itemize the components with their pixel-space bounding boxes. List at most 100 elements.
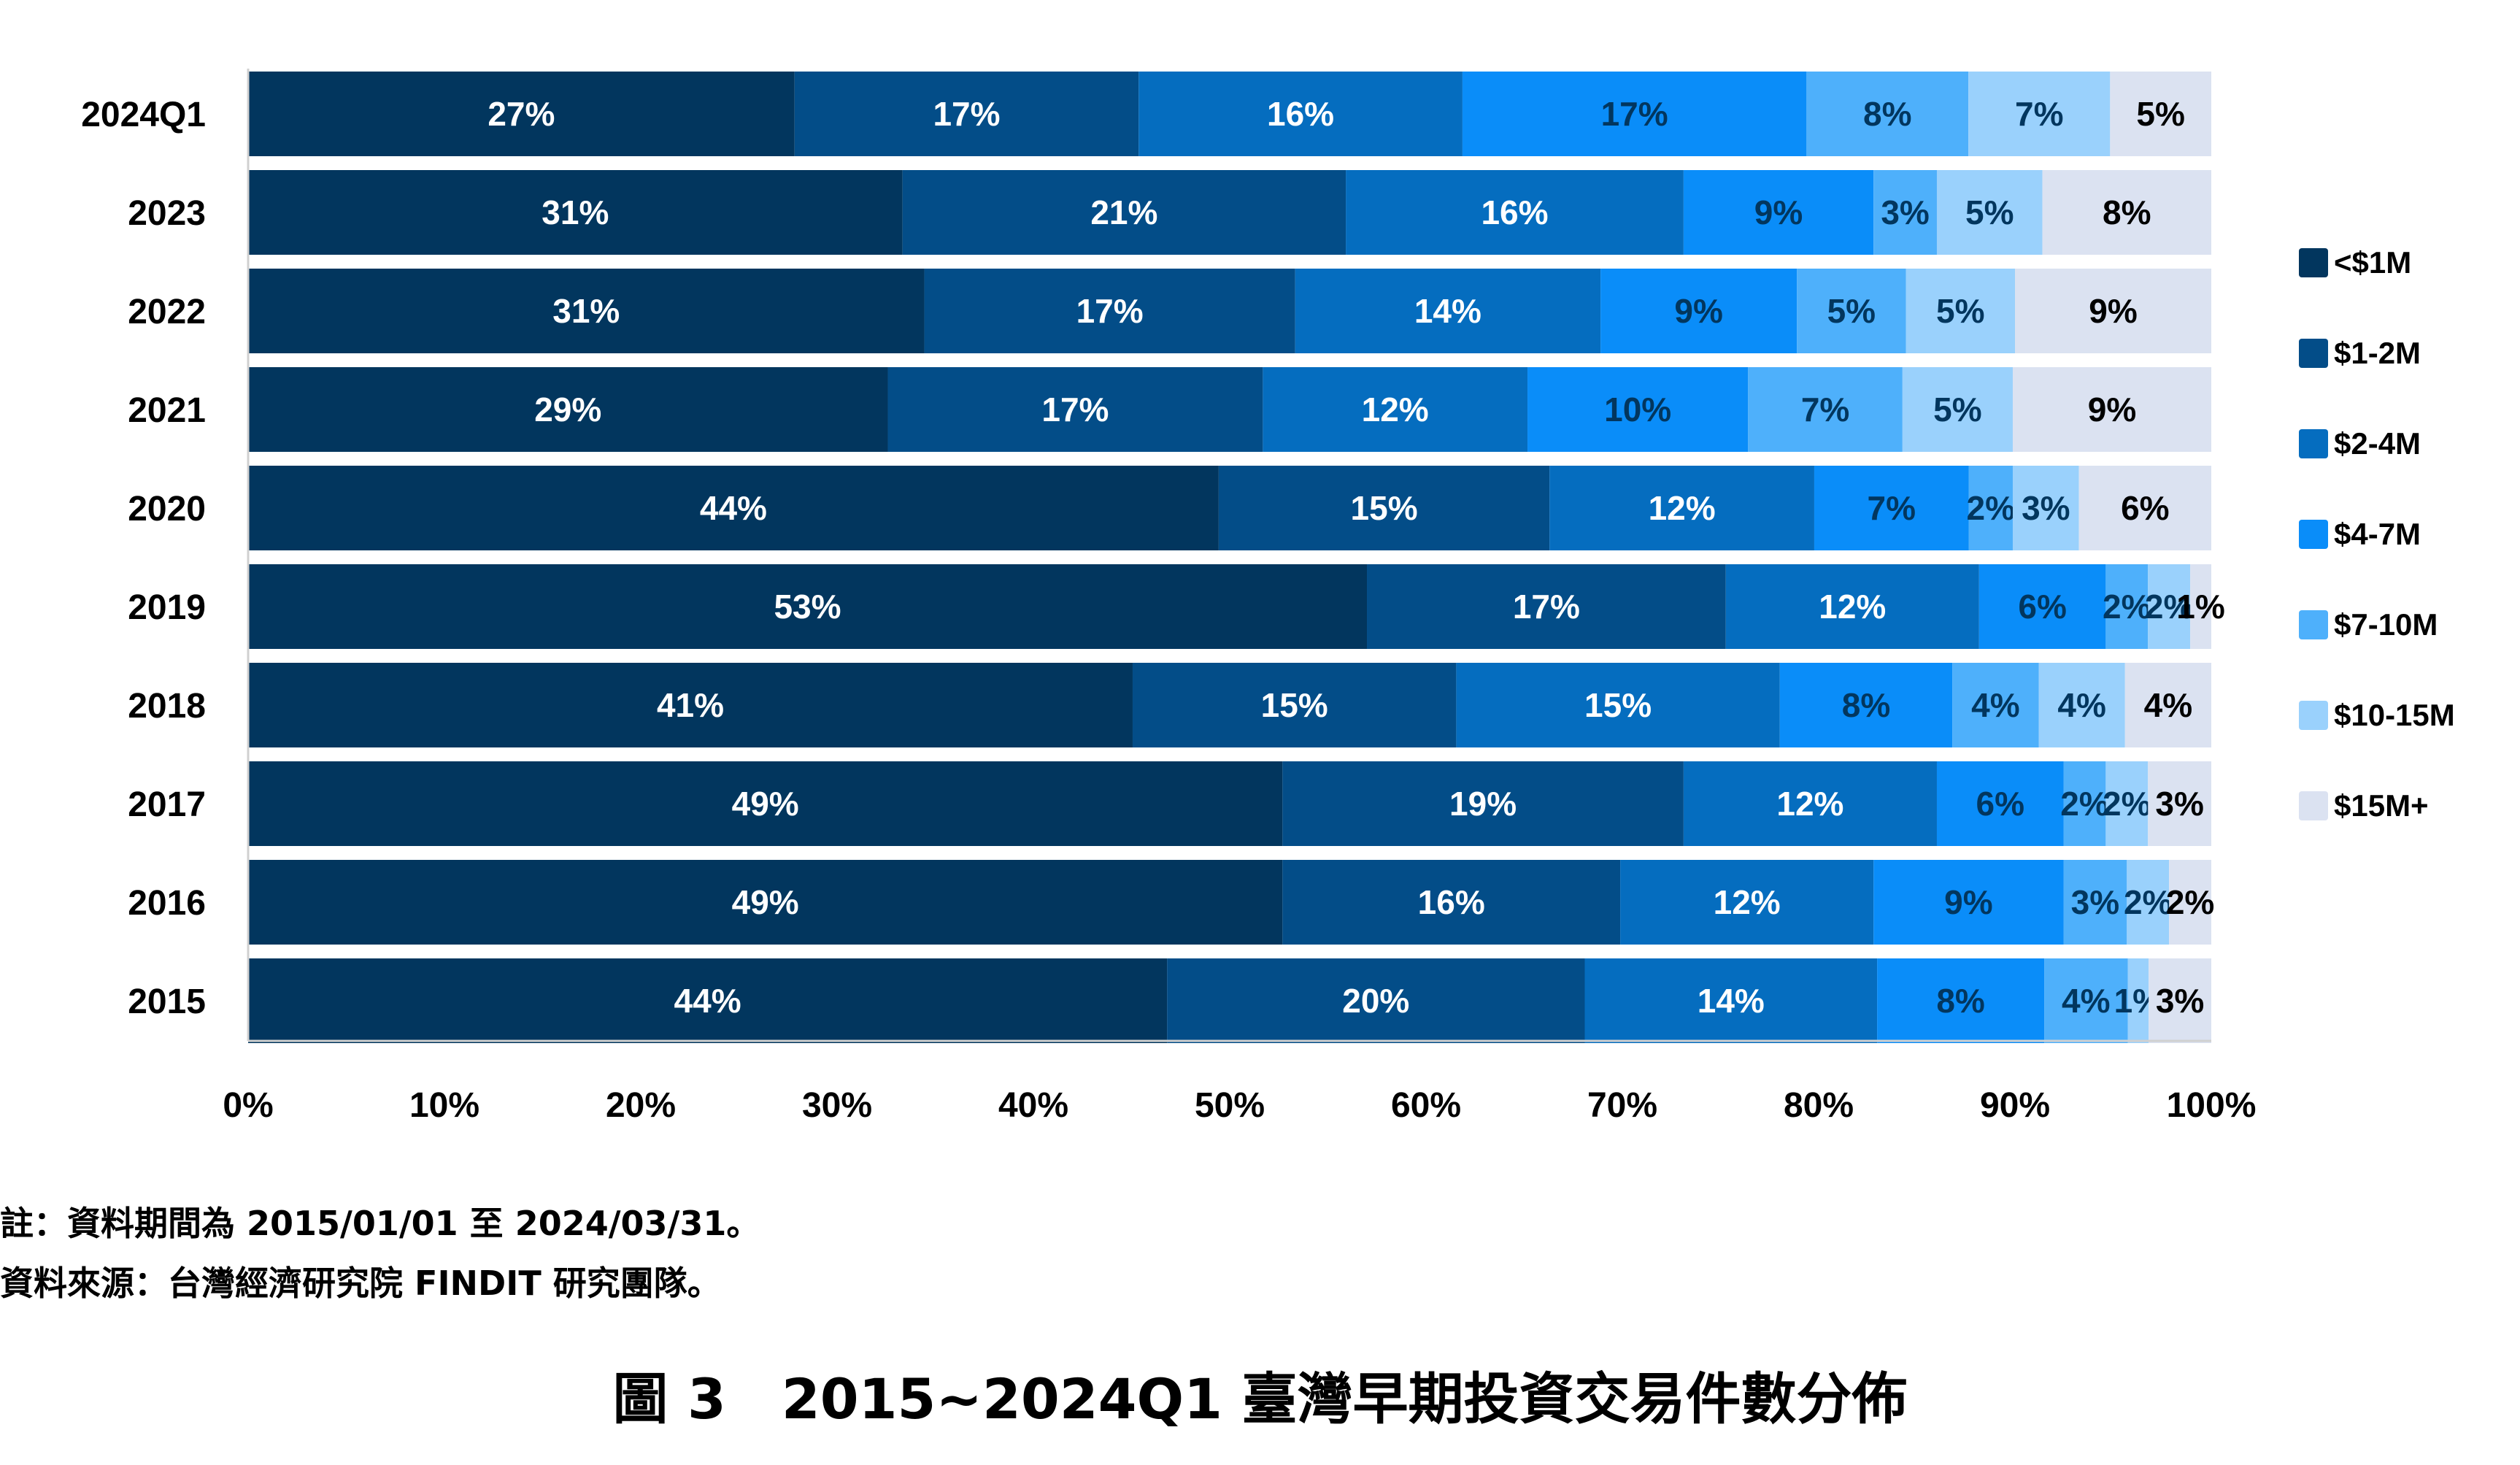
bar-segment: [1600, 269, 1797, 353]
bar-segment: [1725, 564, 1979, 649]
bar-segment: [248, 72, 795, 156]
bar-segment: [2110, 72, 2211, 156]
category-label: 2016: [128, 884, 206, 923]
bar-segment: [2063, 860, 2127, 945]
data-label: 17%: [933, 95, 1000, 133]
bar-segment: [2012, 466, 2079, 550]
data-label: 2%: [2060, 785, 2108, 823]
data-label: 9%: [1674, 292, 1722, 330]
bar-segment: [1462, 72, 1807, 156]
data-label: 17%: [1076, 292, 1144, 330]
x-tick-label: 90%: [1980, 1086, 2050, 1125]
data-label: 3%: [2022, 489, 2070, 527]
bar-segment: [248, 761, 1283, 846]
stacked-bar-chart: 27% 17% 16% 17% 8% 7% 5% 31% 21% 16% 9% 3% 5% 8% 31% 17…: [81, 69, 2455, 1125]
data-label: 5%: [1936, 292, 1984, 330]
data-label: 1%: [2176, 588, 2224, 626]
data-label: 17%: [1041, 391, 1109, 428]
data-label: 49%: [732, 785, 799, 823]
bar-segment: [1806, 72, 1969, 156]
data-label: 17%: [1601, 95, 1668, 133]
figure-caption: 圖 3 2015~2024Q1 臺灣早期投資交易件數分佈: [612, 1366, 1908, 1431]
bar-segment: [1779, 663, 1953, 747]
data-label: 49%: [732, 883, 799, 921]
data-label: 4%: [2062, 982, 2110, 1020]
data-label: 8%: [1936, 982, 1984, 1020]
bar-segment: [1132, 663, 1457, 747]
bar-segment: [1295, 269, 1601, 353]
bar-segment: [1584, 958, 1878, 1043]
data-label: 4%: [1971, 686, 2019, 724]
bar-segment: [1683, 170, 1874, 255]
data-label: 3%: [1881, 193, 1929, 231]
bar-segment: [248, 367, 888, 452]
bar-area: 27% 17% 16% 17% 8% 7% 5% 31% 21% 16% 9% 3% 5% 8% 31% 17…: [248, 72, 2225, 1043]
data-label: 3%: [2155, 785, 2203, 823]
x-tick-label: 50%: [1195, 1086, 1265, 1125]
category-label: 2024Q1: [81, 96, 206, 134]
x-tick-label: 70%: [1587, 1086, 1657, 1125]
data-label: 6%: [2121, 489, 2169, 527]
bar-segment: [1797, 269, 1906, 353]
bar-segment: [2012, 367, 2211, 452]
legend: <$1M $1-2M $2-4M $4-7M $7-10M $10-15M $15M+: [2299, 245, 2455, 823]
data-label: 8%: [1863, 95, 1911, 133]
data-label: 4%: [2144, 686, 2192, 724]
category-label: 2023: [128, 194, 206, 233]
data-label: 31%: [542, 193, 609, 231]
data-label: 14%: [1414, 292, 1481, 330]
legend-swatch: [2299, 701, 2328, 730]
data-label: 15%: [1584, 686, 1652, 724]
bar-segment: [1873, 860, 2064, 945]
bar-segment: [248, 466, 1219, 550]
bar-segment: [2169, 860, 2211, 945]
bar-segment: [2015, 269, 2211, 353]
bar-segment: [1138, 72, 1463, 156]
bar-segment: [1877, 958, 2045, 1043]
category-axis: 2024Q1 2023 2022 2021 2020 2019 2018 2017 2016 20…: [81, 96, 206, 1021]
bar-segment: [924, 269, 1295, 353]
legend-swatch: [2299, 248, 2328, 277]
bar-segment: [2105, 564, 2149, 649]
data-label: 16%: [1267, 95, 1334, 133]
bar-segment: [1367, 564, 1726, 649]
data-label: 21%: [1090, 193, 1157, 231]
bar-segment: [2078, 466, 2211, 550]
bar-segment: [2105, 761, 2149, 846]
bar-segment: [1263, 367, 1528, 452]
data-label: 6%: [2018, 588, 2066, 626]
bar-segment: [2148, 761, 2211, 846]
category-label: 2021: [128, 391, 206, 430]
bar-segment: [1282, 860, 1621, 945]
data-label: 2%: [2145, 588, 2193, 626]
bar-segment: [794, 72, 1139, 156]
bar-segment: [1968, 72, 2111, 156]
category-label: 2015: [128, 983, 206, 1021]
bar-segment: [1346, 170, 1684, 255]
legend-swatch: [2299, 610, 2328, 639]
x-tick-label: 100%: [2167, 1086, 2257, 1125]
legend-swatch: [2299, 520, 2328, 549]
bar-segment: [1218, 466, 1550, 550]
bar-segment: [248, 269, 925, 353]
bar-segment: [1748, 367, 1903, 452]
data-label: 8%: [2103, 193, 2151, 231]
x-tick-label: 80%: [1784, 1086, 1854, 1125]
category-label: 2022: [128, 293, 206, 331]
x-tick-label: 30%: [802, 1086, 872, 1125]
legend-swatch: [2299, 429, 2328, 458]
bar-segment: [2124, 663, 2211, 747]
data-label: 31%: [552, 292, 620, 330]
bar-segment: [2044, 958, 2128, 1043]
data-label: 5%: [1933, 391, 1981, 428]
data-label: 15%: [1261, 686, 1328, 724]
legend-label: $10-15M: [2334, 698, 2455, 732]
bar-segment: [248, 860, 1283, 945]
data-label: 15%: [1351, 489, 1418, 527]
category-label: 2017: [128, 785, 206, 824]
data-label: 2%: [1967, 489, 2015, 527]
x-tick-label: 0%: [223, 1086, 273, 1125]
bar-segment: [1978, 564, 2106, 649]
bar-segment: [2127, 958, 2149, 1043]
data-label: 41%: [657, 686, 724, 724]
